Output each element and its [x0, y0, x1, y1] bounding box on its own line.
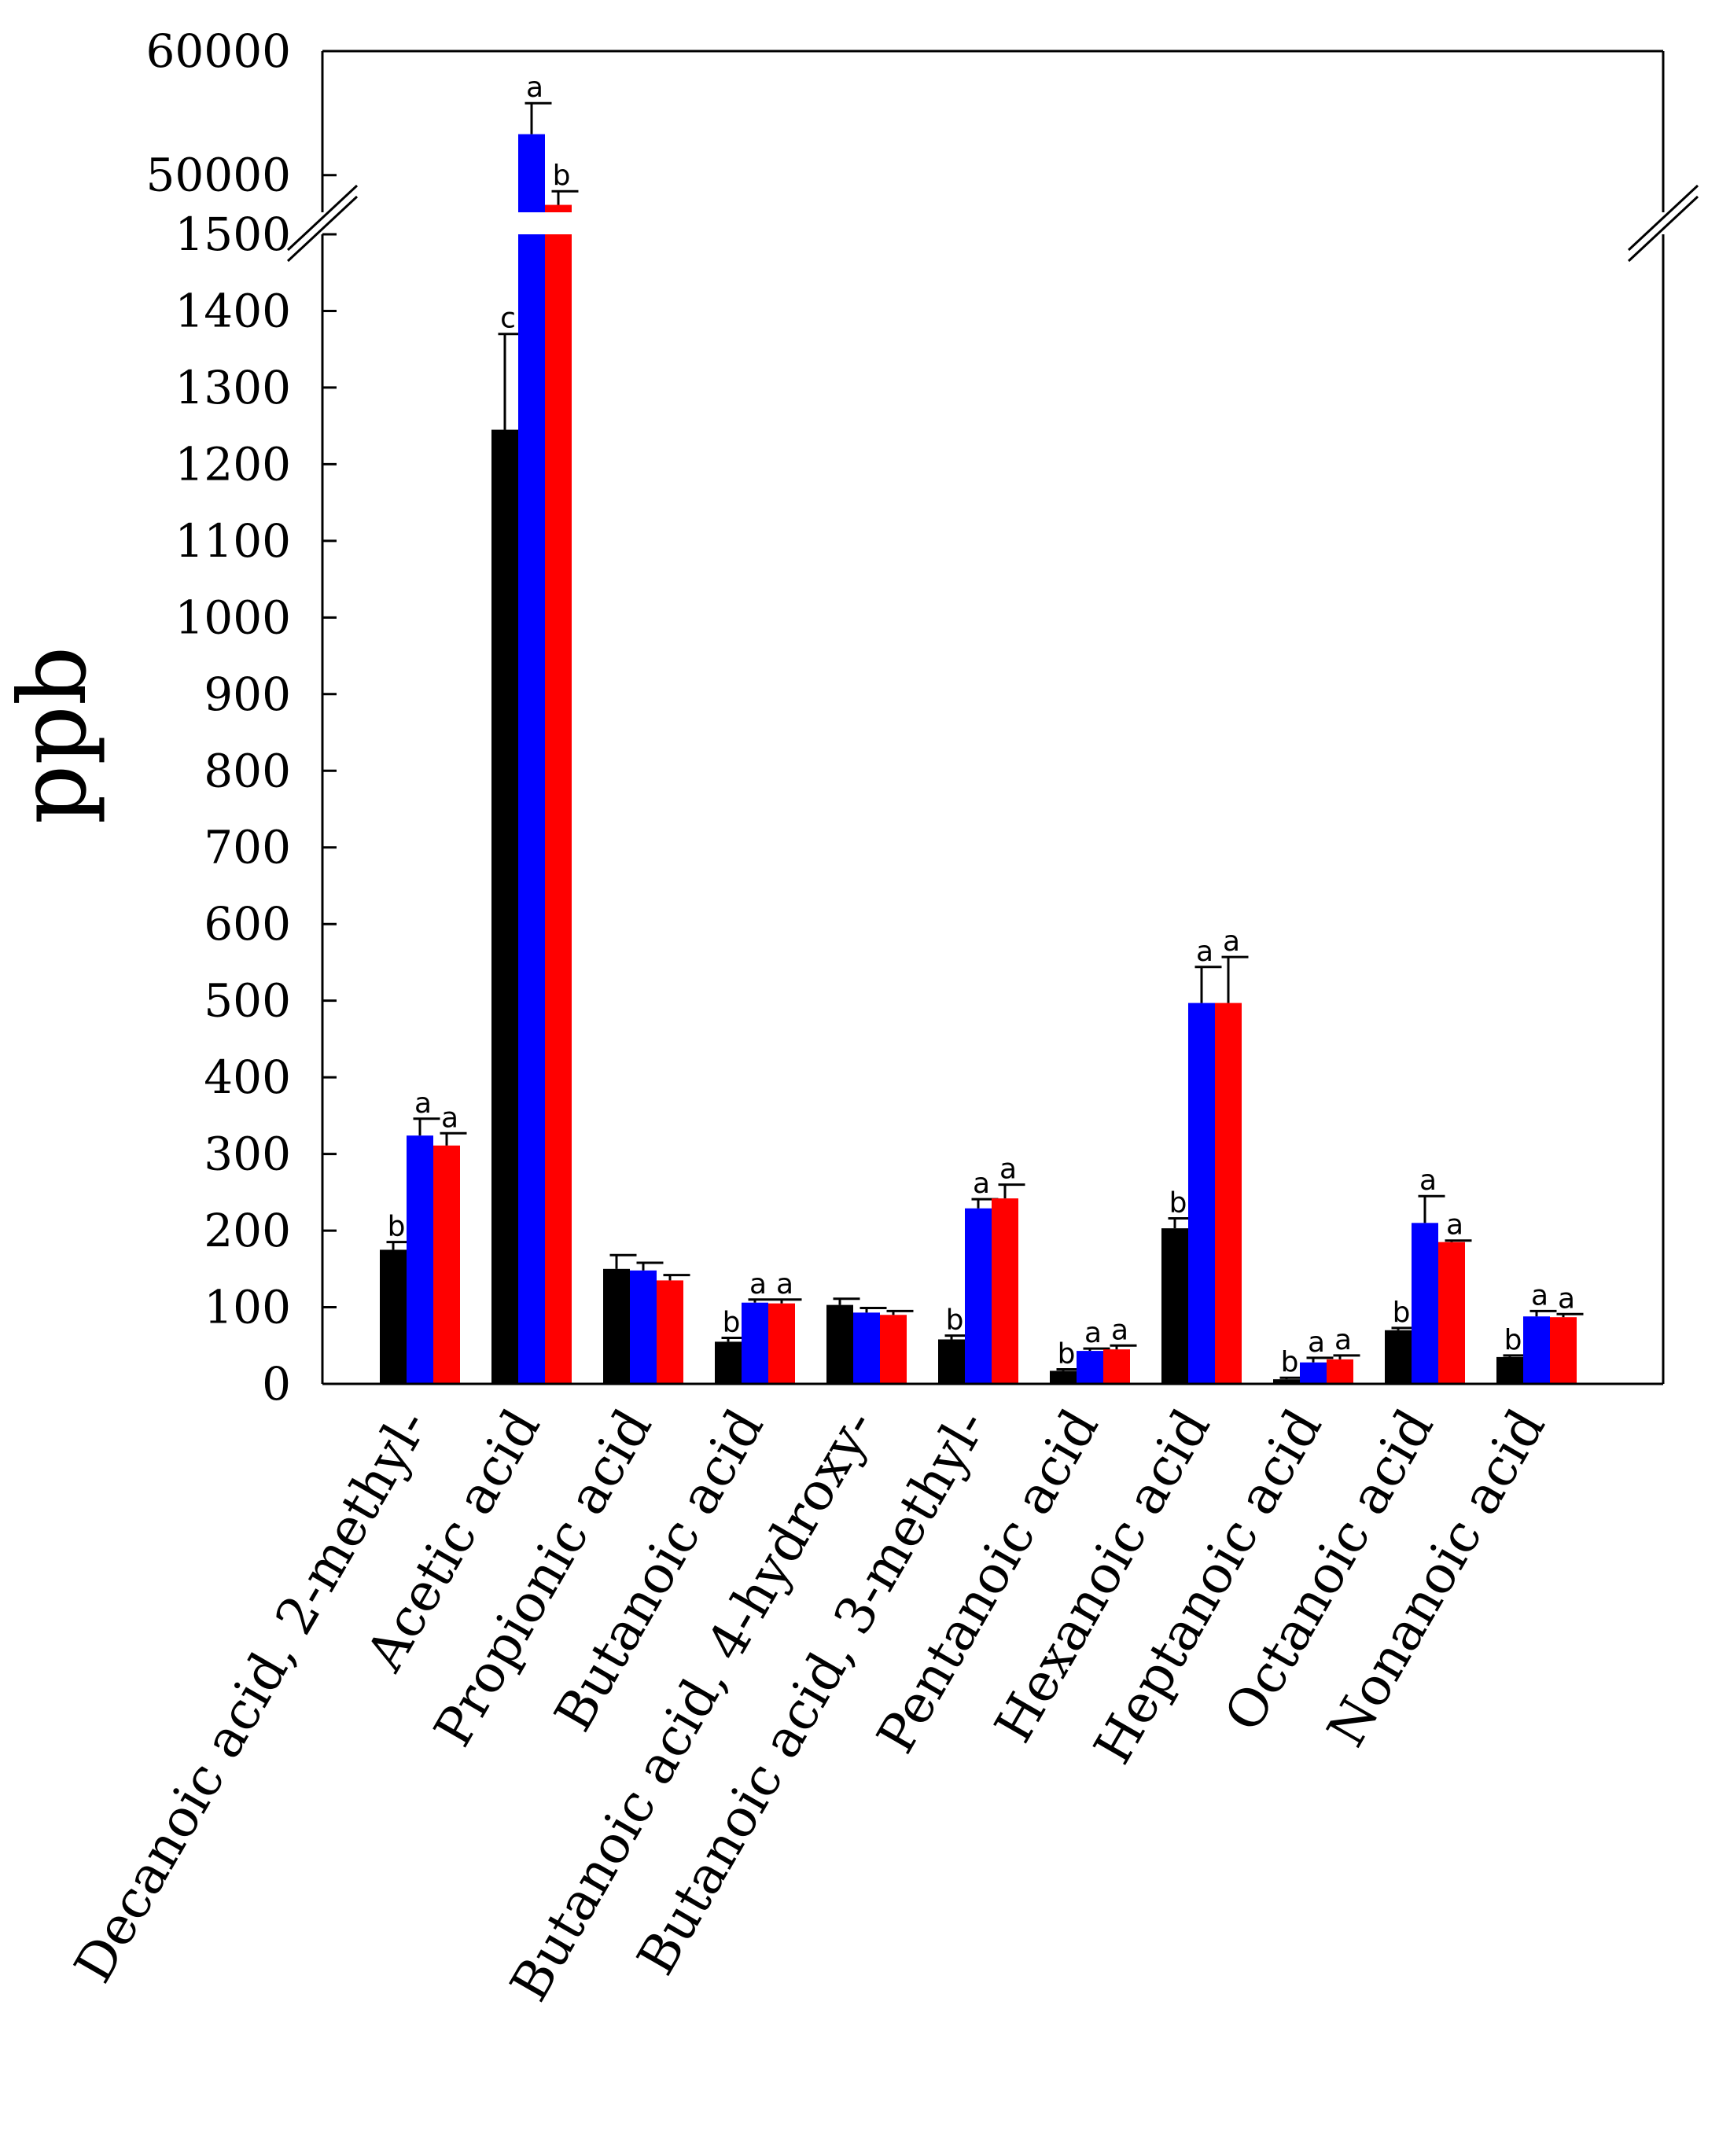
significance-label: b [946, 1304, 964, 1337]
y-tick-label: 400 [204, 1050, 291, 1104]
axis-break-mark-left [286, 195, 359, 263]
bar-break-gap [517, 212, 546, 234]
significance-label: a [526, 72, 543, 104]
bar-3-0 [715, 1341, 742, 1384]
y-tick-label: 1400 [175, 284, 291, 337]
bar-6-2 [1103, 1349, 1130, 1384]
y-tick-label: 1000 [175, 591, 291, 644]
significance-label: a [1111, 1314, 1128, 1346]
bar-4-0 [826, 1304, 853, 1384]
significance-label: b [1393, 1297, 1411, 1329]
bar-0-2 [433, 1145, 460, 1384]
y-tick-label: 300 [204, 1128, 291, 1181]
bar-10-2 [1550, 1317, 1577, 1384]
significance-label: a [414, 1087, 432, 1120]
bar-8-1 [1300, 1362, 1327, 1384]
y-tick-label: 600 [204, 897, 291, 951]
y-tick-label: 700 [204, 821, 291, 874]
bar-5-1 [965, 1208, 992, 1384]
significance-label: a [749, 1268, 767, 1301]
y-tick-label: 1200 [175, 437, 291, 491]
bar-1-1 [518, 134, 545, 1385]
significance-label: a [1308, 1326, 1325, 1359]
bar-0-1 [407, 1135, 433, 1384]
plot-frame [286, 50, 1699, 1385]
bar-4-1 [853, 1312, 880, 1384]
x-tick-label: Decanoic acid, 2-methyl- [63, 1400, 440, 1993]
significance-label: a [1419, 1164, 1437, 1197]
significance-label: a [441, 1102, 458, 1134]
bar-8-2 [1327, 1359, 1353, 1384]
y-tick-label: 200 [204, 1204, 291, 1257]
bar-3-2 [768, 1303, 795, 1384]
y-tick-label: 0 [262, 1357, 291, 1411]
significance-label: b [1504, 1324, 1522, 1356]
bar-1-0 [491, 429, 518, 1384]
bar-7-0 [1161, 1228, 1188, 1384]
significance-label: a [1223, 925, 1240, 958]
bar-7-2 [1215, 1003, 1242, 1384]
bar-9-1 [1412, 1223, 1438, 1384]
y-tick-label: 500 [204, 974, 291, 1028]
bar-10-1 [1523, 1316, 1550, 1384]
significance-label: b [388, 1211, 406, 1243]
bar-6-0 [1050, 1370, 1077, 1384]
bar-3-1 [742, 1302, 768, 1384]
bar-0-0 [380, 1249, 407, 1384]
bar-8-0 [1273, 1379, 1300, 1384]
y-tick-label: 60000 [145, 24, 291, 78]
significance-label: b [553, 160, 571, 192]
significance-label: b [1169, 1187, 1187, 1219]
bar-9-0 [1385, 1330, 1412, 1384]
significance-label: c [500, 303, 516, 335]
significance-label: a [776, 1268, 793, 1301]
bar-2-0 [603, 1268, 630, 1384]
bar-5-2 [992, 1198, 1018, 1384]
bar-7-1 [1188, 1003, 1215, 1384]
y-tick-label: 900 [204, 668, 291, 721]
bar-9-2 [1438, 1242, 1465, 1384]
bar-2-2 [657, 1280, 683, 1384]
bar-10-0 [1496, 1356, 1523, 1384]
y-axis: 0 100 200 300 400 500 600 700 800 900 1000 1100 1200… [145, 24, 337, 1411]
y-tick-label: 100 [204, 1281, 291, 1334]
bar-6-1 [1077, 1351, 1103, 1384]
bar-break-gap [544, 212, 572, 234]
significance-label: a [1558, 1282, 1575, 1315]
significance-label: a [1446, 1209, 1463, 1242]
y-axis-title: ppb [0, 646, 107, 825]
y-tick-label: 800 [204, 744, 291, 797]
axis-break-mark-right [1627, 184, 1699, 252]
axis-break-mark-right [1627, 195, 1699, 263]
significance-label: b [1281, 1346, 1299, 1378]
y-tick-label: 1300 [175, 361, 291, 414]
significance-label: b [1058, 1337, 1076, 1370]
significance-label: a [1334, 1324, 1352, 1356]
significance-label: a [1531, 1279, 1548, 1312]
significance-label: a [973, 1168, 990, 1200]
y-tick-label: 1500 [175, 208, 291, 261]
y-tick-label: 1100 [175, 514, 291, 568]
bar-5-0 [938, 1339, 965, 1384]
significance-label: a [999, 1153, 1017, 1186]
bar-1-2 [545, 204, 572, 1384]
significance-label: a [1196, 936, 1213, 968]
y-tick-label: 50000 [145, 149, 291, 202]
bar-2-1 [630, 1270, 657, 1384]
x-axis-labels: Decanoic acid, 2-methyl-Acetic acidPropi… [63, 1400, 1557, 2011]
bar-4-2 [880, 1315, 907, 1384]
significance-label: a [1084, 1317, 1102, 1349]
significance-label: b [723, 1307, 741, 1339]
axis-break-mark-left [286, 184, 359, 252]
